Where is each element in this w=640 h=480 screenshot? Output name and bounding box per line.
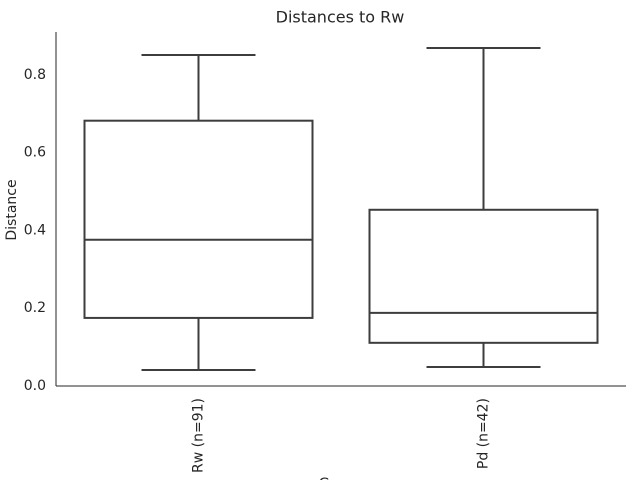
- y-tick-label: 0.4: [24, 222, 46, 238]
- y-tick-label: 0.0: [24, 378, 46, 394]
- y-axis-label: Distance: [4, 179, 20, 240]
- x-tick-label: Pd (n=42): [476, 398, 492, 469]
- box: [368, 208, 599, 344]
- x-tick-label: Rw (n=91): [191, 398, 207, 473]
- chart-title: Distances to Rw: [276, 8, 405, 27]
- y-tick-label: 0.8: [24, 67, 46, 83]
- box: [83, 119, 314, 319]
- y-tick-label: 0.6: [24, 145, 46, 161]
- x-axis-label: Group: [319, 476, 362, 480]
- y-tick-label: 0.2: [24, 300, 46, 316]
